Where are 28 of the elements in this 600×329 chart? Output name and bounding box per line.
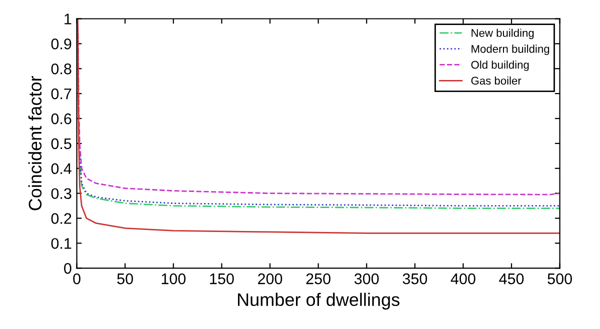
x-tick-label: 150 (210, 273, 234, 284)
x-tick-label: 450 (499, 273, 524, 284)
x-tick-label: 200 (258, 273, 282, 284)
x-tick-label: 100 (162, 273, 186, 284)
y-tick-label: 0.6 (51, 113, 72, 124)
y-tick-label: 0.3 (51, 188, 72, 200)
x-tick-label: 500 (548, 273, 572, 284)
x-tick-label: 300 (354, 273, 379, 284)
y-tick-label: 0.5 (51, 138, 72, 150)
y-tick-label: 0.8 (51, 63, 72, 74)
y-tick-label: 1 (64, 14, 72, 24)
legend-label: Gas boiler (471, 76, 522, 85)
legend-label: Old building (471, 60, 529, 71)
y-tick-label: 0.1 (51, 238, 72, 249)
y-tick-label: 0.2 (51, 213, 72, 224)
y-tick-label: 0.9 (51, 38, 72, 50)
y-tick-label: 0.7 (51, 88, 72, 100)
x-tick-label: 350 (402, 273, 428, 284)
legend-label: New building (472, 28, 534, 40)
x-axis-title: Number of dwellings (238, 292, 400, 310)
x-tick-label: 50 (117, 273, 133, 284)
x-tick-label: 400 (450, 273, 476, 284)
x-tick-label: 0 (73, 273, 80, 284)
y-axis-title: Coincident factor (28, 76, 42, 210)
legend-label: Modern building (472, 44, 550, 56)
y-tick-label: 0.4 (51, 163, 72, 174)
x-tick-label: 250 (306, 273, 330, 284)
y-tick-label: 0 (64, 263, 72, 274)
